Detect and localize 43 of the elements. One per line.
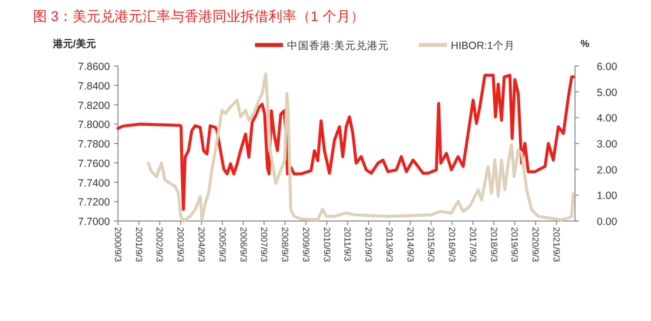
x-tick-label: 2011/9/3 [342, 227, 353, 262]
x-tick-label: 2006/9/3 [238, 227, 248, 262]
y2-tick-label: 0.00 [596, 216, 618, 228]
x-tick-label: 2000/9/3 [113, 227, 123, 262]
y2-tick-label: 3.00 [596, 138, 618, 150]
y-tick-label: 7.8600 [78, 61, 110, 73]
x-tick-label: 2004/9/3 [196, 227, 207, 262]
x-tick-label: 2001/9/3 [134, 227, 144, 262]
y2-axis-title: % [580, 39, 590, 50]
x-tick-label: 2007/9/3 [259, 227, 270, 262]
x-tick-label: 2014/9/3 [405, 227, 416, 262]
y2-tick-label: 5.00 [596, 86, 618, 99]
x-tick-label: 2002/9/3 [154, 227, 165, 262]
y-tick-label: 7.7800 [78, 138, 110, 150]
y2-tick-label: 1.00 [596, 190, 618, 202]
x-tick-label: 2016/9/3 [447, 227, 458, 262]
x-tick-label: 2010/9/3 [322, 227, 332, 262]
x-tick-label: 2008/9/3 [280, 227, 290, 262]
y-tick-label: 7.7000 [78, 216, 110, 228]
x-tick-label: 2018/9/3 [488, 227, 499, 262]
x-tick-label: 2005/9/3 [217, 227, 228, 262]
y-tick-label: 7.7200 [78, 196, 110, 209]
y-tick-label: 7.7400 [78, 177, 110, 190]
y-tick-label: 7.8400 [78, 80, 110, 92]
x-tick-label: 2012/9/3 [364, 227, 374, 262]
y-tick-label: 7.8000 [78, 119, 110, 132]
y-tick-label: 7.8200 [78, 100, 110, 112]
x-tick-label: 2020/9/3 [530, 227, 541, 262]
y2-tick-label: 6.00 [596, 61, 618, 73]
chart-title: 图 3：美元兑港元汇率与香港同业拆借利率（1 个月） [33, 8, 364, 24]
legend-label: 中国香港:美元兑港元 [287, 39, 389, 52]
x-tick-label: 2017/9/3 [468, 227, 478, 262]
x-tick-label: 2009/9/3 [300, 227, 311, 262]
x-tick-label: 2019/9/3 [510, 227, 520, 262]
y2-tick-label: 4.00 [596, 112, 618, 125]
x-tick-label: 2013/9/3 [384, 227, 394, 262]
y-tick-label: 7.7600 [78, 158, 110, 170]
x-tick-label: 2021/9/3 [552, 227, 562, 262]
x-tick-label: 2015/9/3 [426, 227, 436, 262]
x-tick-label: 2003/9/3 [176, 227, 186, 262]
legend-label: HIBOR:1个月 [450, 40, 515, 52]
y2-tick-label: 2.00 [596, 164, 618, 176]
y-axis-title: 港元/美元 [52, 38, 96, 50]
